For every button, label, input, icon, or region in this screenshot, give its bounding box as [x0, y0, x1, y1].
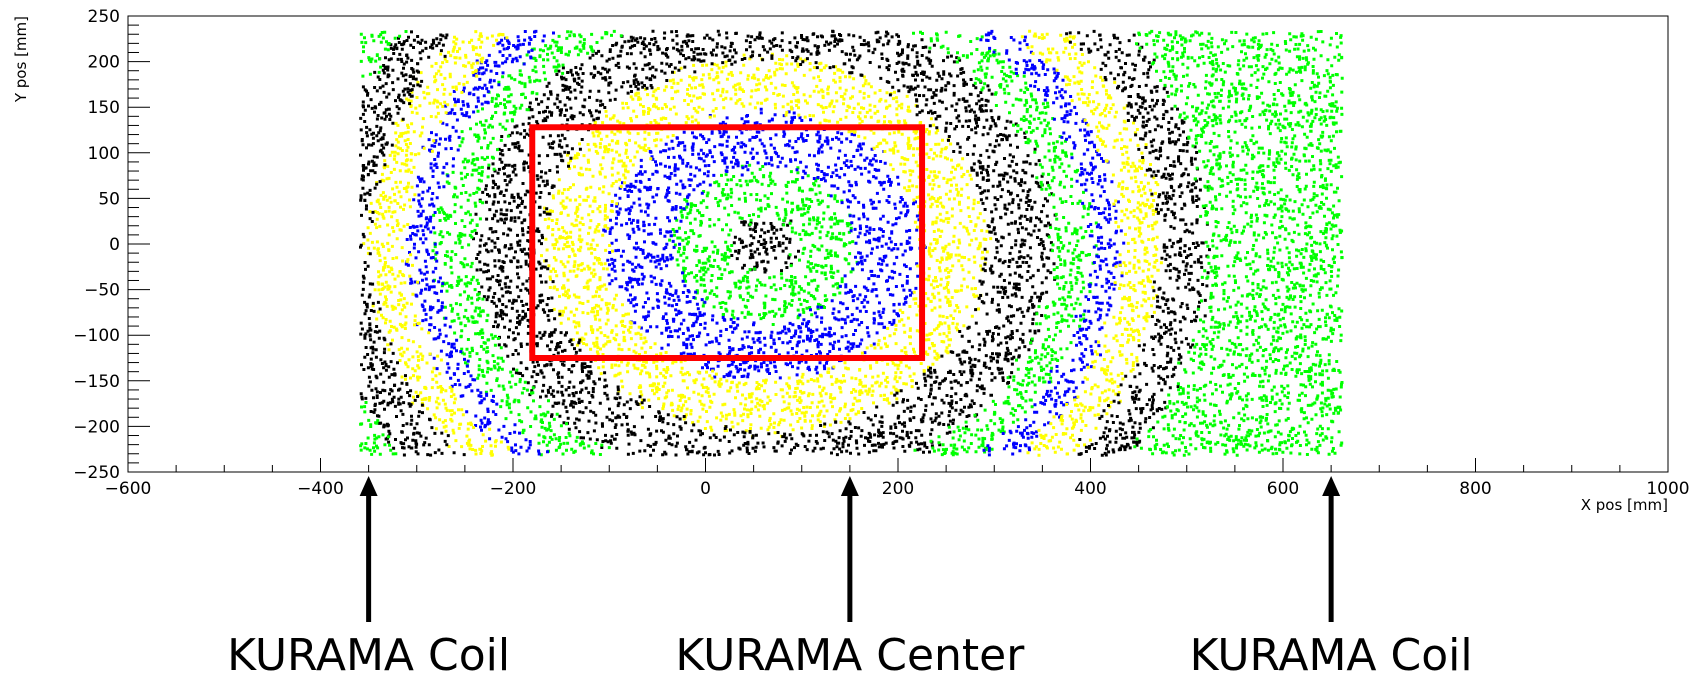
x-tick-label: −600: [105, 479, 152, 499]
y-tick-label: −200: [73, 417, 120, 437]
y-tick-label: 100: [88, 144, 120, 164]
y-tick-label: 250: [88, 7, 120, 27]
y-tick-label: 200: [88, 53, 120, 73]
scatter-band-8: [359, 29, 1211, 457]
y-tick-label: 50: [98, 189, 120, 209]
scatter-band-9: [359, 29, 1344, 457]
annotation-arrow-head: [359, 476, 378, 496]
scatter-band-3: [540, 52, 993, 439]
annotation-arrow-head: [840, 476, 859, 496]
scatter-band-0: [730, 219, 800, 274]
y-axis-title: Y pos [mm]: [12, 16, 30, 103]
scatter-band-7: [362, 29, 1163, 457]
y-tick-label: −150: [73, 372, 120, 392]
y-tick-label: 150: [88, 98, 120, 118]
annotation-kurama-coil-left: KURAMA Coil: [227, 630, 511, 681]
y-tick-label: −250: [73, 463, 120, 483]
x-tick-label: 600: [1267, 479, 1299, 499]
scatter-points: [359, 29, 1344, 457]
x-axis-ticks: −600 −400 −200 0 200 400 600 800 1000: [105, 458, 1690, 499]
annotation-kurama-coil-right: KURAMA Coil: [1189, 630, 1473, 681]
highlight-rectangle: [529, 124, 926, 361]
x-tick-label: 400: [1074, 479, 1106, 499]
x-axis-title: X pos [mm]: [1581, 496, 1668, 514]
x-tick-label: −200: [490, 479, 537, 499]
x-tick-label: 200: [882, 479, 914, 499]
x-tick-label: −400: [297, 479, 344, 499]
x-tick-label: 800: [1459, 479, 1491, 499]
y-tick-label: 0: [109, 235, 120, 255]
scatter-band-1: [668, 163, 859, 326]
y-tick-label: −100: [73, 326, 120, 346]
scatter-band-2: [602, 107, 927, 380]
y-tick-label: −50: [84, 281, 120, 301]
annotation-kurama-center: KURAMA Center: [675, 630, 1025, 681]
y-axis-ticks: 250 200 150 100 50 0 −50 −100 −150 −200 −250: [73, 7, 150, 483]
annotation-arrows: [359, 476, 1341, 622]
annotation-arrow-head: [1322, 476, 1341, 496]
x-tick-label: 1000: [1646, 479, 1689, 499]
x-tick-label: 0: [700, 479, 711, 499]
